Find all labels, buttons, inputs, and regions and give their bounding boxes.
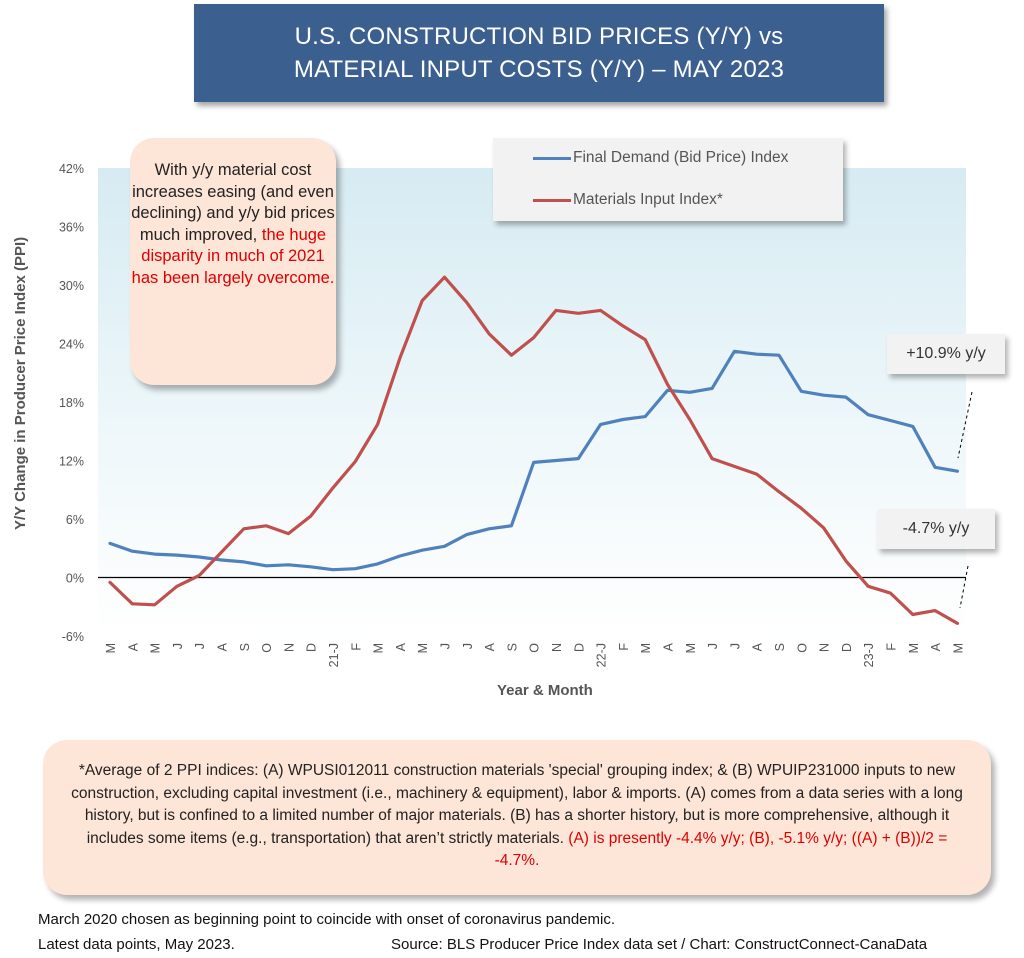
y-tick-label: 12% xyxy=(59,455,84,469)
callout-highlight-text: the huge disparity in much of 2021 has b… xyxy=(131,225,335,287)
legend-item-final-demand: Final Demand (Bid Price) Index xyxy=(533,149,788,167)
final-demand-series-line xyxy=(108,349,960,572)
footer-note-latest: Latest data points, May 2023. xyxy=(38,936,235,953)
x-tick-label: O xyxy=(260,643,274,653)
callout-text: With y/y material cost increases easing … xyxy=(131,161,335,244)
x-tick-label: A xyxy=(751,642,765,651)
x-tick-label: 23-J xyxy=(862,643,876,667)
x-tick-label: J xyxy=(193,643,207,649)
x-tick-label: 21-J xyxy=(327,643,341,667)
legend-swatch-materials xyxy=(533,198,571,202)
chart-title-line-2: MATERIAL INPUT COSTS (Y/Y) – MAY 2023 xyxy=(293,56,785,83)
footnote-box: *Average of 2 PPI indices: (A) WPUSI0120… xyxy=(43,740,991,895)
y-tick-label: 24% xyxy=(59,338,84,352)
y-tick-label: 0% xyxy=(66,572,84,586)
x-tick-label: J xyxy=(728,643,742,649)
x-tick-label: N xyxy=(550,643,564,652)
footer-source: Source: BLS Producer Price Index data se… xyxy=(391,936,928,953)
x-tick-label: N xyxy=(282,643,296,652)
legend-swatch-final-demand xyxy=(533,156,571,160)
x-tick-label: A xyxy=(126,642,140,651)
x-tick-label: N xyxy=(818,643,832,652)
x-tick-label: M xyxy=(104,643,118,653)
materials-tag-leader xyxy=(959,565,969,609)
x-tick-label: O xyxy=(528,643,542,653)
legend-label-final-demand: Final Demand (Bid Price) Index xyxy=(573,149,789,166)
x-tick-label: M xyxy=(372,643,386,653)
x-tick-label: J xyxy=(706,643,720,649)
x-tick-label: A xyxy=(216,642,230,651)
final-demand-latest-tag: +10.9% y/y xyxy=(887,334,1005,374)
x-tick-label: F xyxy=(617,643,631,651)
x-tick-label: M xyxy=(416,643,430,653)
legend-label-materials: Materials Input Index* xyxy=(573,191,723,208)
x-tick-label: J xyxy=(171,643,185,649)
x-tick-label: A xyxy=(394,642,408,651)
y-tick-label: 36% xyxy=(59,221,84,235)
x-tick-label: A xyxy=(662,642,676,651)
x-tick-label: D xyxy=(840,643,854,652)
materials-latest-tag: -4.7% y/y xyxy=(877,509,995,549)
x-tick-label: D xyxy=(572,643,586,652)
chart-legend: Final Demand (Bid Price) Index Materials… xyxy=(493,138,843,221)
x-tick-label: 22-J xyxy=(595,643,609,667)
x-tick-label: M xyxy=(149,643,163,653)
x-tick-label: O xyxy=(795,643,809,653)
y-tick-label: 6% xyxy=(66,513,84,527)
y-tick-label: 30% xyxy=(59,279,84,293)
final-demand-tag-leader xyxy=(957,391,973,459)
x-tick-label: D xyxy=(305,643,319,652)
callout-box: With y/y material cost increases easing … xyxy=(130,138,336,385)
x-axis-title: Year & Month xyxy=(497,682,593,699)
legend-item-materials: Materials Input Index* xyxy=(533,191,723,209)
x-tick-label: J xyxy=(461,643,475,649)
x-tick-label: S xyxy=(773,643,787,651)
chart-title-banner: U.S. CONSTRUCTION BID PRICES (Y/Y) vs MA… xyxy=(194,4,884,102)
x-tick-label: A xyxy=(929,642,943,651)
footer-note-start: March 2020 chosen as beginning point to … xyxy=(38,911,616,928)
footnote-text: *Average of 2 PPI indices: (A) WPUSI0120… xyxy=(71,762,963,847)
y-tick-label: 18% xyxy=(59,396,84,410)
x-tick-label: S xyxy=(505,643,519,651)
y-tick-label: 42% xyxy=(59,162,84,176)
x-tick-label: M xyxy=(684,643,698,653)
x-tick-label: M xyxy=(951,643,965,653)
y-tick-label: -6% xyxy=(62,630,84,644)
x-tick-label: F xyxy=(349,643,363,651)
materials-input-series-line xyxy=(108,275,960,625)
y-axis-title: Y/Y Change in Producer Price Index (PPI) xyxy=(12,236,29,530)
footnote-highlight-text: (A) is presently -4.4% y/y; (B), -5.1% y… xyxy=(494,829,948,870)
x-tick-label: A xyxy=(483,642,497,651)
x-tick-label: M xyxy=(639,643,653,653)
x-tick-label: S xyxy=(238,643,252,651)
x-tick-label: F xyxy=(885,643,899,651)
x-tick-label: J xyxy=(439,643,453,649)
chart-title-line-1: U.S. CONSTRUCTION BID PRICES (Y/Y) vs xyxy=(294,23,784,50)
x-tick-label: M xyxy=(907,643,921,653)
